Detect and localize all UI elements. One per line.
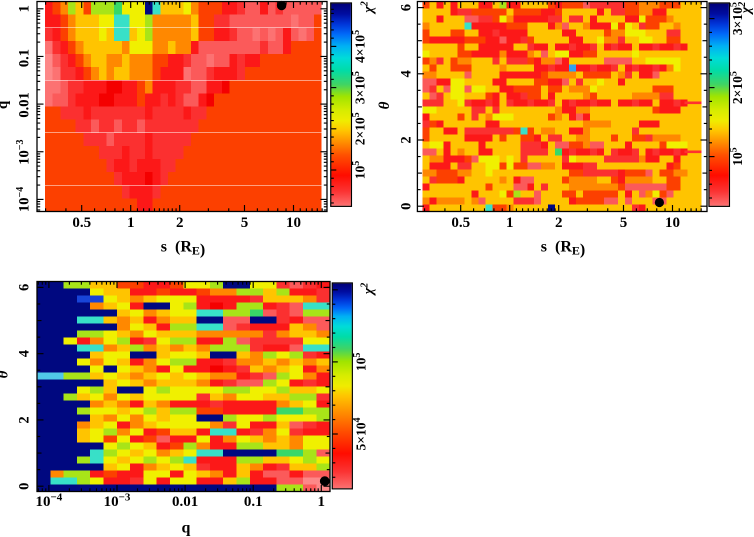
svg-text:5: 5	[241, 215, 249, 231]
svg-text:6: 6	[399, 4, 415, 11]
svg-text:0.01: 0.01	[17, 92, 33, 117]
svg-text:4×105: 4×105	[351, 30, 368, 63]
svg-text:0.01: 0.01	[172, 494, 198, 510]
svg-text:1: 1	[318, 494, 326, 510]
svg-text:θ: θ	[377, 101, 393, 109]
svg-text:0.1: 0.1	[17, 49, 33, 67]
svg-text:0.1: 0.1	[244, 494, 263, 510]
svg-text:6: 6	[17, 284, 33, 291]
svg-text:s (RE): s (RE)	[541, 239, 585, 259]
svg-text:0.5: 0.5	[72, 215, 91, 231]
svg-text:0: 0	[17, 483, 33, 490]
svg-text:2: 2	[17, 416, 33, 423]
svg-text:2: 2	[176, 215, 184, 231]
svg-text:3×105: 3×105	[729, 2, 746, 35]
svg-text:2×105: 2×105	[729, 71, 746, 104]
svg-text:3×105: 3×105	[351, 71, 368, 104]
svg-text:0: 0	[399, 203, 415, 210]
svg-text:4: 4	[17, 350, 33, 357]
svg-text:θ: θ	[0, 370, 12, 378]
svg-text:s (RE): s (RE)	[161, 239, 205, 259]
svg-text:5×104: 5×104	[352, 418, 369, 451]
svg-text:2×105: 2×105	[351, 112, 368, 145]
svg-text:q: q	[0, 100, 11, 109]
svg-text:q: q	[182, 520, 191, 537]
svg-text:1: 1	[127, 215, 135, 231]
svg-text:0.5: 0.5	[451, 215, 470, 231]
svg-text:5: 5	[620, 215, 628, 231]
svg-text:4: 4	[399, 70, 415, 77]
svg-text:1: 1	[17, 5, 33, 12]
svg-text:10: 10	[286, 215, 301, 231]
svg-text:1: 1	[506, 215, 514, 231]
svg-text:10: 10	[665, 215, 680, 231]
svg-text:2: 2	[399, 136, 415, 143]
svg-text:2: 2	[555, 215, 563, 231]
